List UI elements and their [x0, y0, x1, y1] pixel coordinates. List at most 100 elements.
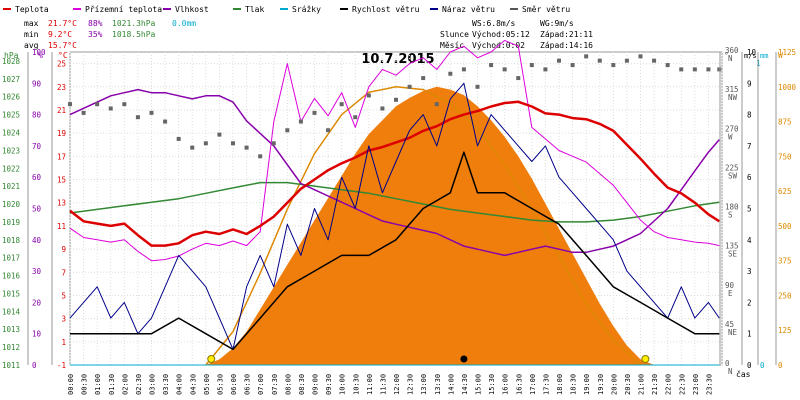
wind-speed-line [70, 151, 720, 351]
stats-min-press: 1018.5hPa [112, 30, 156, 39]
time-tick-label: 20:00 [610, 374, 618, 395]
wind-direction-point [570, 63, 575, 68]
hpa-tick-label: 1013 [2, 325, 20, 334]
wind-direction-point [298, 119, 303, 124]
stats-block: max 21.7°C 88% 1021.3hPa 0.0mm min 9.2°C… [24, 19, 196, 50]
wind-direction-point [543, 67, 548, 72]
wind-direction-point [163, 119, 168, 124]
wind-wg: WG:9m/s [540, 19, 574, 28]
time-tick-label: 07:00 [257, 374, 265, 395]
wind-direction-point [285, 128, 290, 133]
wind-direction-point [339, 102, 344, 107]
wind-direction-point [312, 110, 317, 115]
time-tick-label: 02:30 [135, 374, 143, 395]
time-tick-label: 05:30 [216, 374, 224, 395]
series-layer [68, 39, 722, 366]
dir-tick-label: 225 [725, 163, 739, 172]
hpa-tick-label: 1027 [2, 75, 20, 84]
wind-direction-point [475, 84, 480, 89]
dir-tick-label: 270 [725, 124, 739, 133]
stats-max-rain: 0.0mm [172, 19, 196, 28]
moon-label: Měsíc [440, 41, 464, 50]
sunset-marker [641, 355, 650, 363]
wind-direction-point [557, 58, 561, 63]
pct-tick-label: 90 [32, 79, 42, 88]
degc-tick-label: 13 [57, 199, 66, 208]
wm2-tick-label: 875 [778, 118, 792, 127]
degc-tick-label: -1 [57, 361, 66, 370]
pct-tick-label: 20 [32, 298, 42, 307]
time-tick-label: 10:30 [352, 374, 360, 395]
ms-tick-label: 0 [747, 361, 752, 370]
time-tick-label: 03:30 [162, 374, 170, 395]
legend-label: Srážky [292, 5, 321, 14]
solar-radiation-area [70, 86, 720, 366]
dir-compass-label: W [728, 132, 733, 141]
degc-tick-label: 3 [61, 315, 66, 324]
hpa-tick-label: 1025 [2, 111, 20, 120]
dir-compass-label: E [728, 289, 733, 298]
wind-direction-point [394, 97, 398, 102]
time-tick-label: 20:30 [624, 374, 632, 395]
time-tick-label: 16:00 [502, 374, 510, 395]
time-tick-label: 23:30 [705, 374, 713, 395]
ms-unit: m/s [744, 52, 757, 60]
wind-direction-point [679, 67, 684, 72]
pressure-line [69, 181, 720, 223]
wind-direction-point [516, 76, 521, 81]
wind-direction-point [366, 93, 371, 98]
wind-direction-point [380, 106, 385, 111]
degc-unit: °C [58, 51, 68, 60]
pct-tick-label: 60 [32, 173, 42, 182]
hpa-tick-label: 1011 [2, 361, 20, 370]
wind-direction-point [665, 63, 670, 68]
time-tick-label: 17:00 [529, 374, 537, 395]
humidity-line [69, 88, 720, 257]
mm-unit: mm [760, 52, 768, 60]
pct-tick-label: 50 [32, 205, 42, 214]
wm2-unit: W [778, 51, 783, 60]
degc-tick-label: 25 [57, 60, 66, 69]
time-tick-label: 15:00 [475, 374, 483, 395]
stats-min-hum: 35% [88, 30, 103, 39]
wind-ws: WS:6.8m/s [472, 19, 516, 28]
dir-compass-label: S [728, 211, 733, 220]
time-tick-label: 16:30 [515, 374, 523, 395]
time-tick-label: 00:30 [81, 374, 89, 395]
ms-tick-label: 4 [747, 236, 752, 245]
time-tick-label: 19:00 [583, 374, 591, 395]
pct-tick-label: 70 [32, 142, 42, 151]
ms-tick-label: 7 [747, 142, 752, 151]
wind-direction-point [692, 67, 697, 72]
ms-tick-label: 9 [747, 79, 752, 88]
wind-direction-point [68, 102, 72, 107]
wind-direction-point [461, 67, 466, 72]
hpa-tick-label: 1019 [2, 218, 20, 227]
hpa-tick-label: 1014 [2, 307, 21, 316]
dir-compass-label: NW [728, 93, 738, 102]
degc-tick-label: 21 [57, 106, 66, 115]
wind-direction-point [81, 110, 86, 115]
dir-compass-label: NE [728, 328, 738, 337]
ms-tick-label: 5 [747, 205, 752, 214]
time-tick-label: 13:30 [434, 374, 442, 395]
sun-rise: Východ:05:12 [472, 30, 530, 39]
wind-direction-point [176, 136, 181, 141]
time-tick-label: 07:30 [271, 374, 279, 395]
dir-tick-label: 360 [725, 46, 739, 55]
degc-tick-label: 7 [61, 268, 66, 277]
sunrise-marker [207, 355, 216, 363]
wind-direction-point [108, 106, 113, 111]
dir-tick-label: 135 [725, 242, 739, 251]
mm-tick-label: 0 [760, 361, 765, 370]
wind-direction-point [353, 115, 358, 120]
time-tick-label: 18:30 [570, 374, 578, 395]
legend-label: Vlhkost [175, 5, 209, 14]
time-tick-label: 22:30 [678, 374, 686, 395]
solar-clear-sky-line [205, 86, 642, 366]
legend: Teplota Přízemní teplota Vlhkost Tlak Srážky… [3, 5, 570, 14]
pct-tick-label: 80 [32, 111, 42, 120]
hpa-tick-label: 1021 [2, 182, 20, 191]
time-tick-label: 01:00 [94, 374, 102, 395]
hpa-tick-label: 1020 [2, 200, 21, 209]
